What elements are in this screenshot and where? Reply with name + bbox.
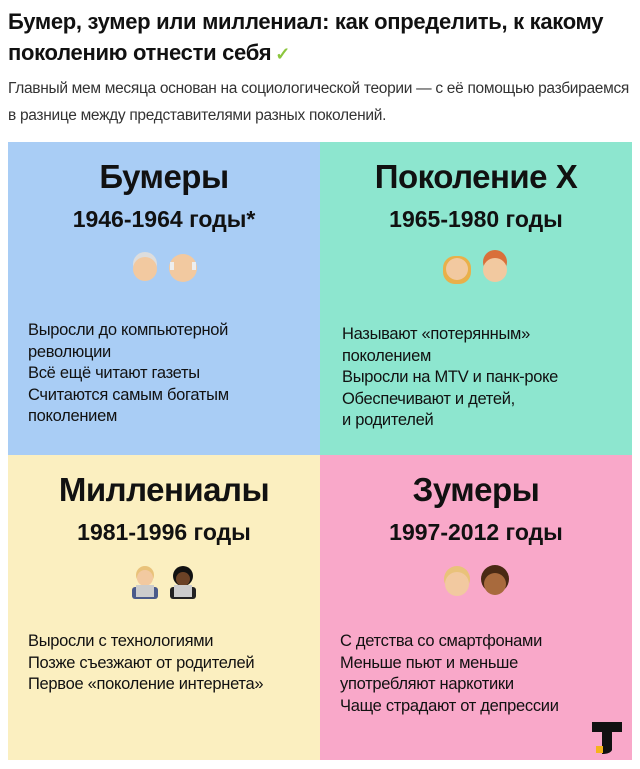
emoji-row (8, 250, 320, 289)
quadrant-description: С детства со смартфонами Меньше пьют и м… (340, 631, 559, 717)
technologist-icon (170, 566, 196, 599)
girl-icon (481, 565, 509, 595)
quadrant-description: Называют «потерянным» поколением Выросли… (342, 324, 558, 432)
description-line: Выросли на MTV и панк-роке (342, 368, 559, 386)
title-text: Бумер, зумер или миллениал: как определи… (8, 9, 604, 65)
description-line: Выросли с технологиями (28, 632, 214, 650)
quadrant-millennials: Миллениалы 1981-1996 годы Выросли с техн… (8, 455, 320, 760)
technologist-icon (132, 566, 158, 599)
quadrant-years: 1946-1964 годы* (72, 206, 256, 232)
old-man-icon (169, 254, 197, 282)
article-title: Бумер, зумер или миллениал: как определи… (8, 6, 633, 70)
quadrant-title: Миллениалы (58, 471, 270, 508)
description-line: Обеспечивают и детей, (342, 389, 515, 408)
description-line: употребляют наркотики (340, 675, 514, 693)
old-woman-icon (133, 252, 157, 281)
quadrant-years: 1997-2012 годы (389, 519, 563, 545)
description-line: Чаще страдают от депрессии (340, 696, 559, 715)
description-line: Первое «поколение интернета» (28, 675, 264, 693)
man-icon (483, 250, 507, 282)
description-line: поколением (28, 407, 117, 425)
description-line: Всё ещё читают газеты (28, 364, 200, 382)
description-line: Выросли до компьютерной (28, 321, 229, 339)
description-line: Меньше пьют и меньше (340, 653, 518, 672)
quadrant-description: Выросли с технологиями Позже съезжают от… (28, 631, 264, 696)
quadrant-title: Бумеры (99, 158, 229, 195)
description-line: революции (28, 342, 111, 361)
quadrant-years: 1965-1980 годы (389, 206, 563, 232)
description-line: С детства со смартфонами (340, 632, 543, 650)
woman-icon (443, 256, 471, 284)
emoji-row (8, 565, 320, 604)
quadrant-boomers: Бумеры 1946-1964 годы* Выросли до компью… (8, 142, 320, 455)
description-line: поколением (342, 346, 431, 365)
quadrant-years: 1981-1996 годы (77, 519, 251, 545)
emoji-row (320, 565, 632, 604)
description-line: и родителей (342, 411, 434, 429)
quadrant-title: Поколение X (374, 158, 578, 195)
description-line: Позже съезжают от родителей (28, 653, 255, 672)
article-lead: Главный мем месяца основан на социологич… (8, 80, 629, 124)
checkmark-icon: ✓ (275, 44, 291, 64)
quadrant-zoomers: Зумеры 1997-2012 годы С детства со смарт… (320, 455, 632, 760)
generations-infographic: Бумеры 1946-1964 годы* Выросли до компью… (8, 142, 632, 760)
boy-icon (444, 566, 470, 596)
quadrant-title: Зумеры (412, 471, 540, 508)
tinkoff-journal-logo (592, 722, 622, 754)
quadrant-gen-x: Поколение X 1965-1980 годы Называют «пот… (320, 142, 632, 455)
emoji-row (320, 250, 632, 291)
description-line: Называют «потерянным» (342, 325, 530, 343)
description-line: Считаются самым богатым (28, 385, 229, 404)
quadrant-description: Выросли до компьютерной революции Всё ещ… (28, 320, 229, 428)
